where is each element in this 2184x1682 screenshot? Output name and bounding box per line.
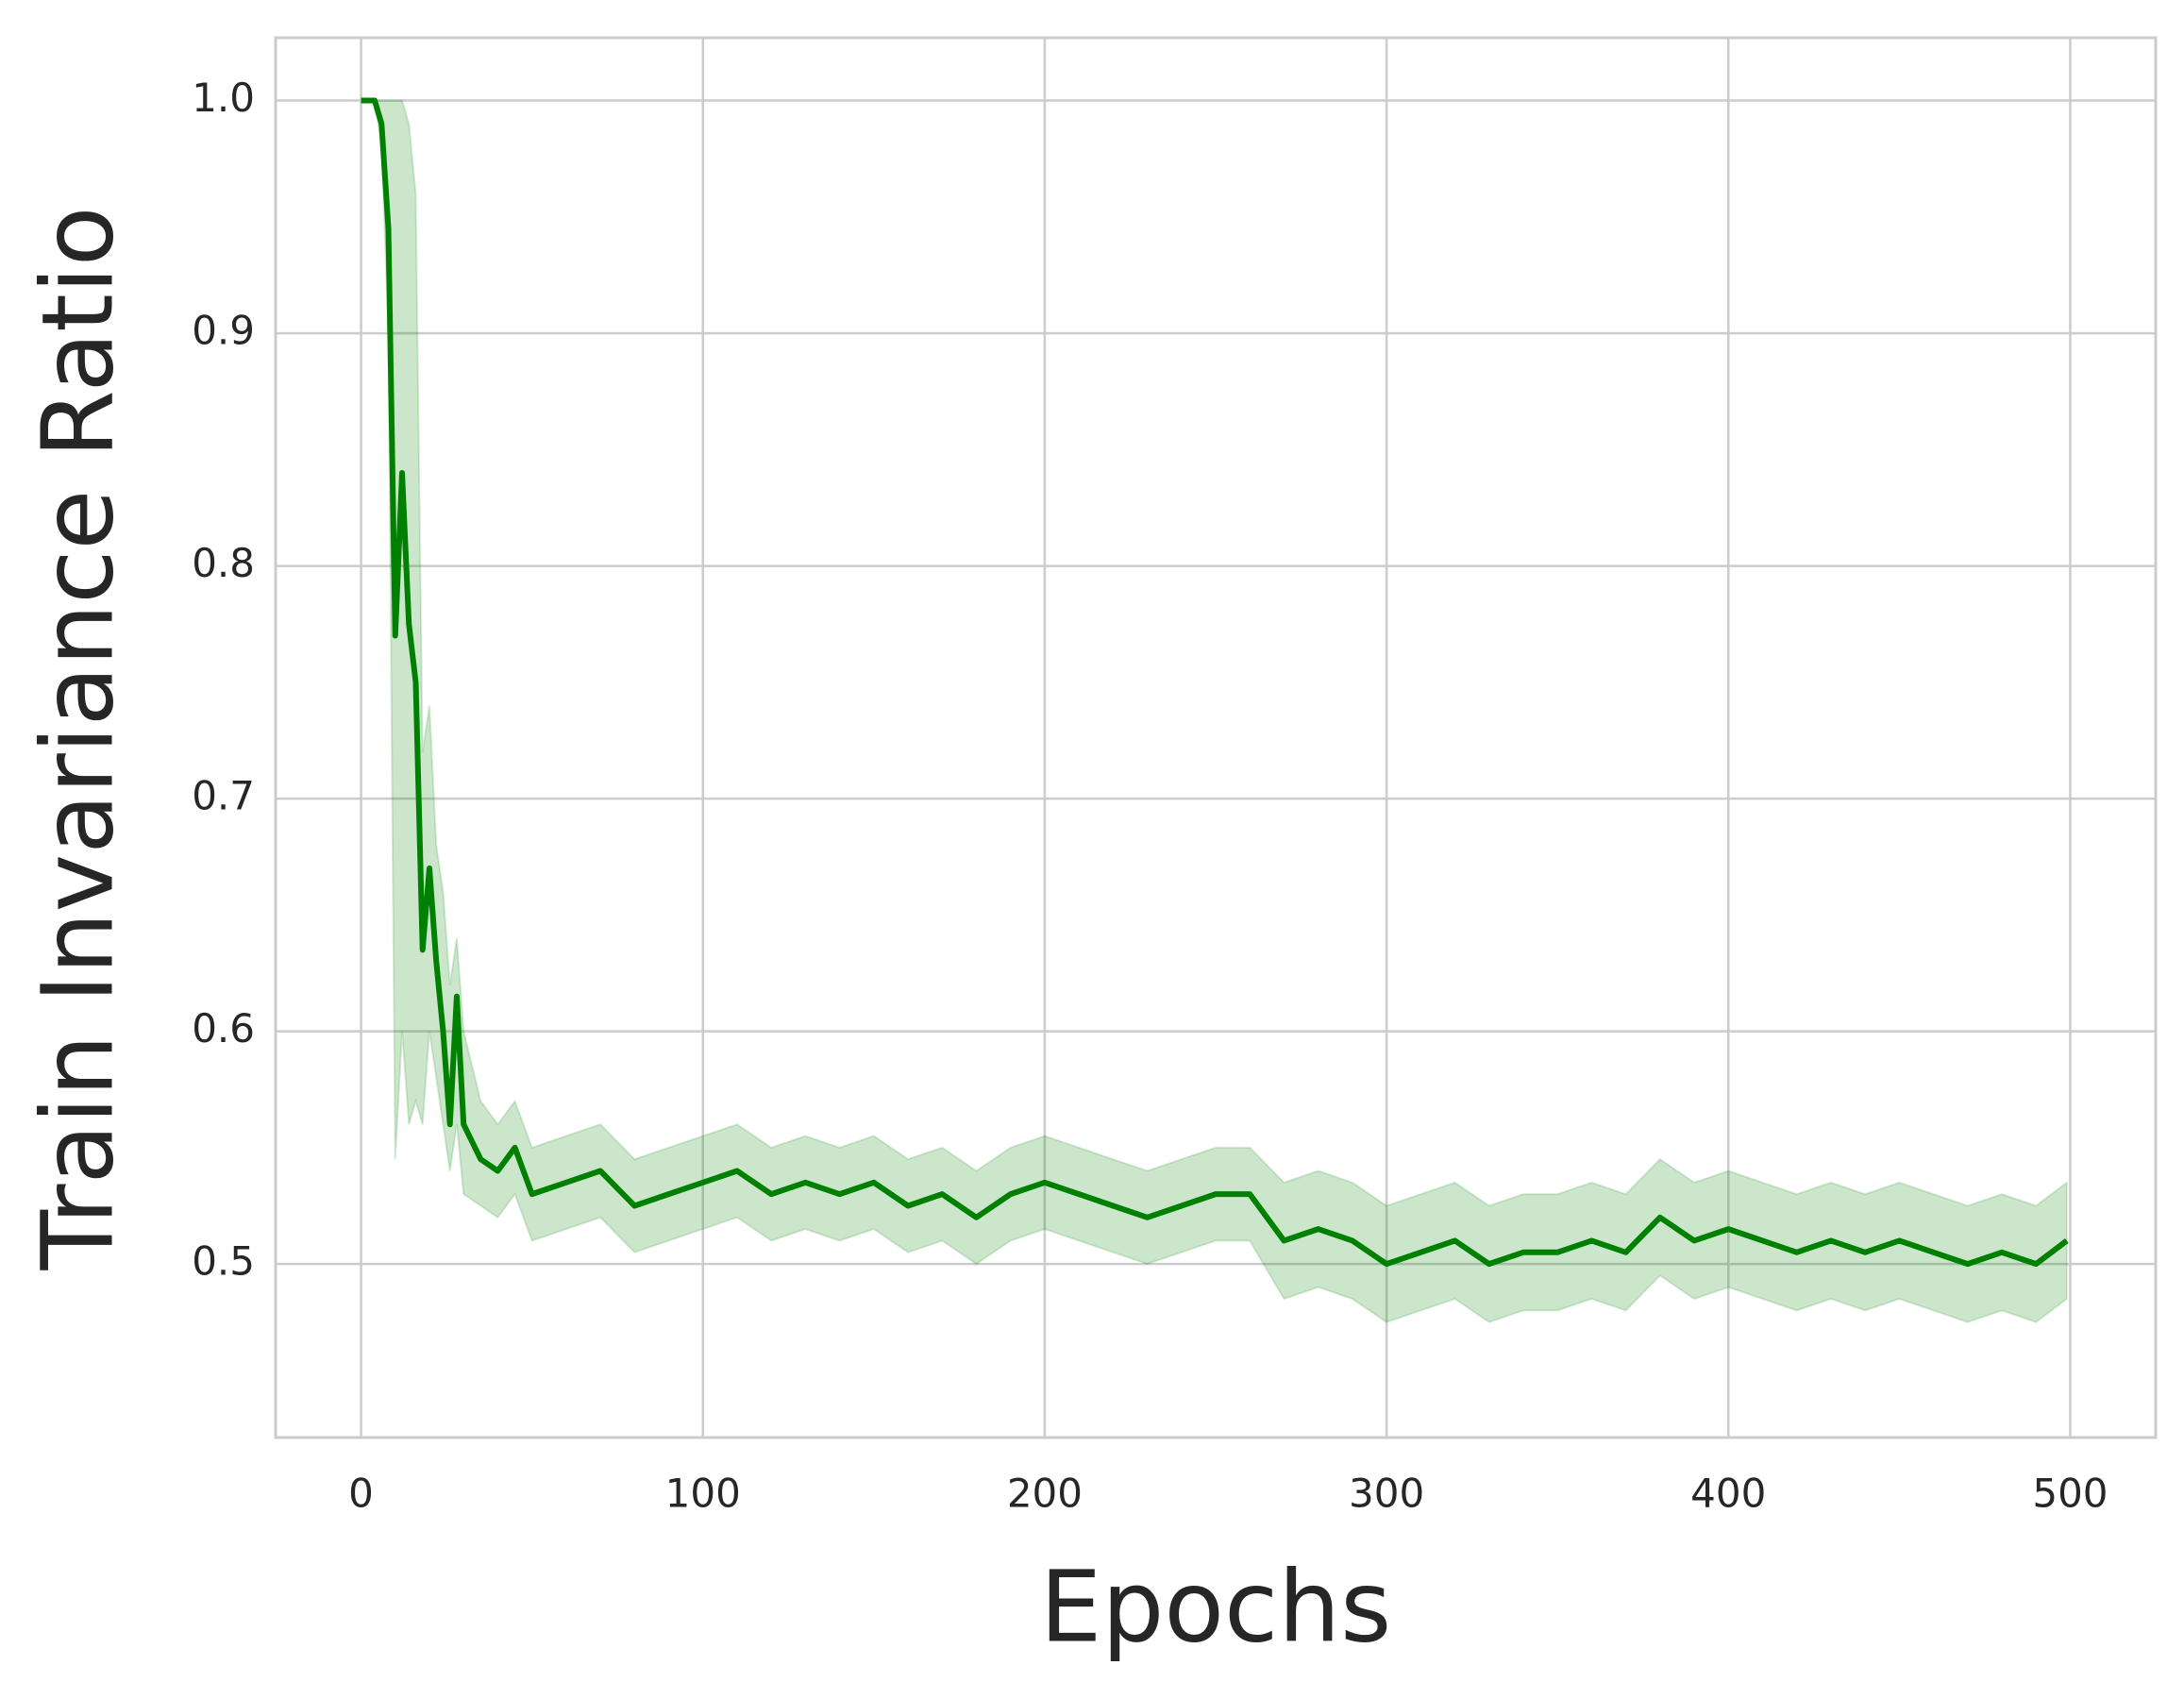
y-tick-label: 0.7 — [192, 773, 255, 819]
x-tick-label: 400 — [1690, 1471, 1766, 1517]
y-axis-label: Train Invariance Ratio — [20, 207, 135, 1271]
plot-frame — [274, 36, 2158, 1439]
line — [361, 97, 2069, 1268]
y-tick-label: 0.6 — [192, 1005, 255, 1051]
x-tick-label: 100 — [665, 1471, 741, 1517]
x-tick-label: 200 — [1007, 1471, 1083, 1517]
x-axis-label: Epochs — [1040, 1549, 1392, 1664]
y-tick-label: 0.9 — [192, 308, 255, 354]
y-tick-label: 0.5 — [192, 1238, 255, 1285]
y-tick-label: 1.0 — [192, 75, 255, 121]
y-tick-label: 0.8 — [192, 540, 255, 586]
x-tick-label: 500 — [2032, 1471, 2108, 1517]
x-tick-label: 0 — [348, 1471, 374, 1517]
x-tick-label: 300 — [1349, 1471, 1424, 1517]
